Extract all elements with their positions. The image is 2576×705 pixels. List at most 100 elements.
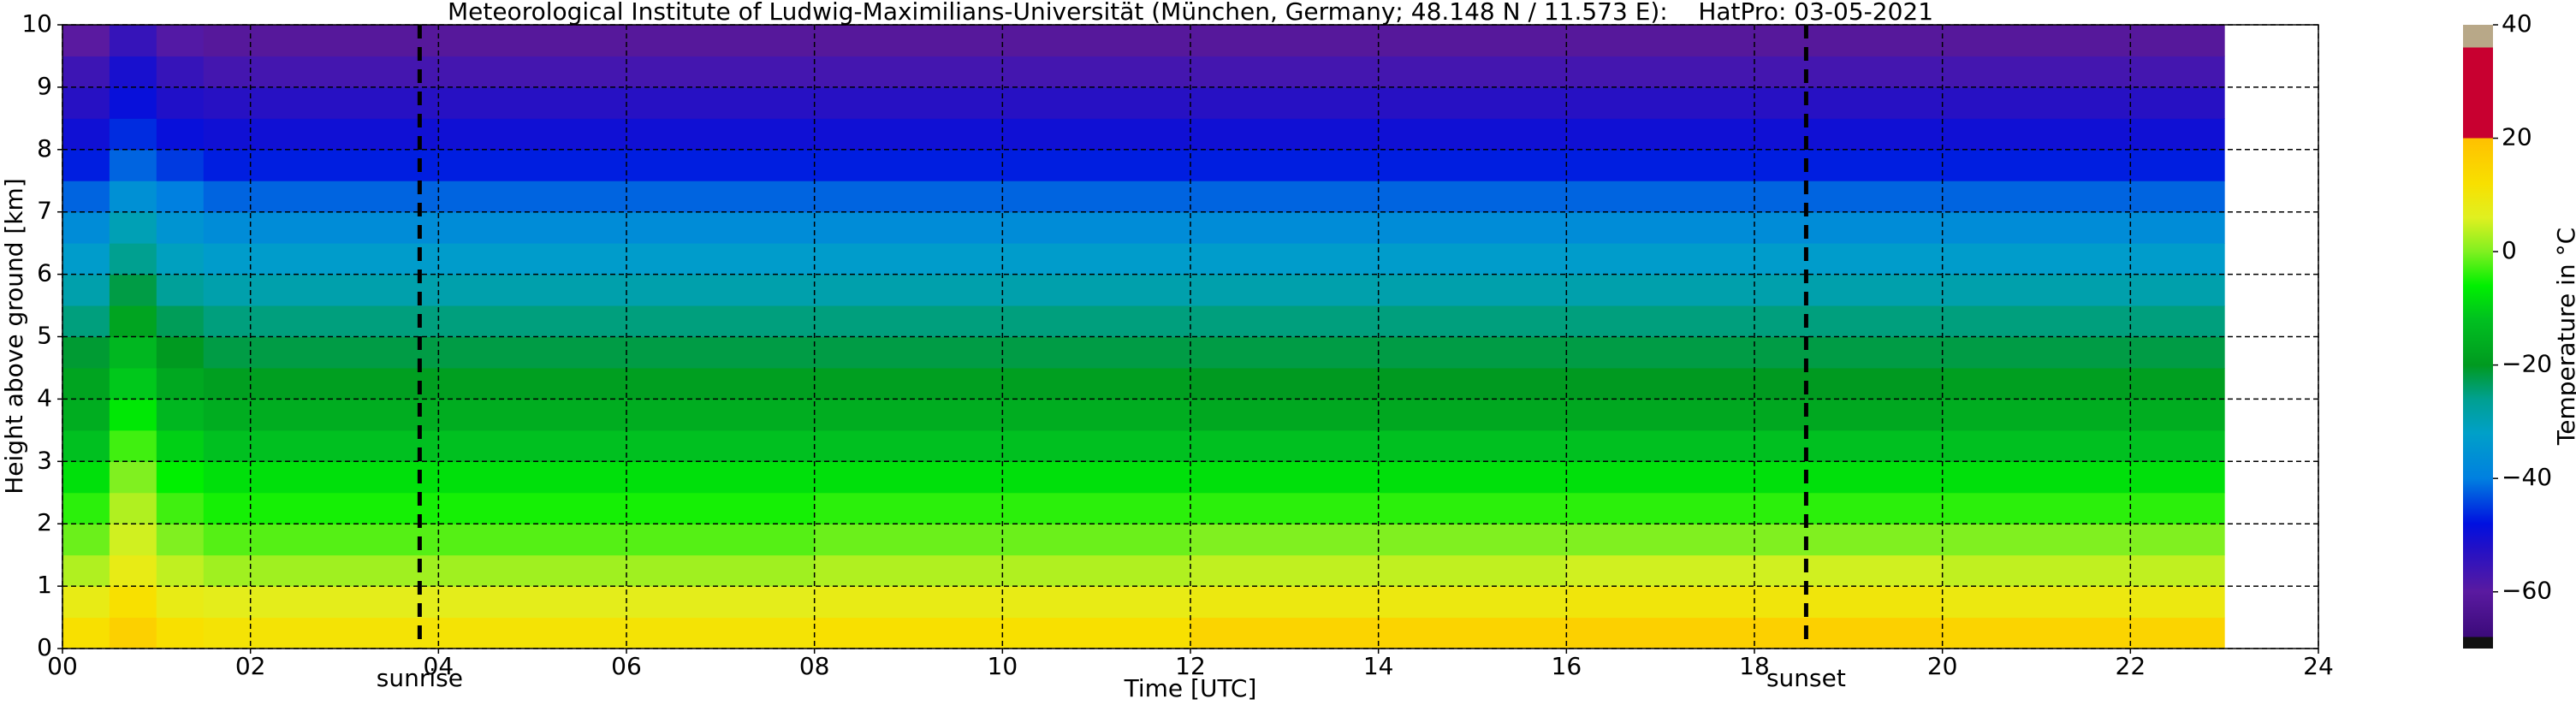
y-tick-label: 3 [37,446,52,474]
colorbar-label: Temperature in °C [2552,228,2576,446]
heatmap-cell [109,211,157,244]
heatmap-cell [109,56,157,88]
heatmap-cell [1942,86,2225,119]
heatmap-cell [156,149,205,181]
heatmap-cell [109,86,157,119]
heatmap-cell [109,399,157,431]
heatmap-cell [1942,25,2225,56]
colorbar-tick-label: 20 [2502,123,2532,151]
heatmap-cell [62,492,110,524]
heatmap-cell [156,56,205,88]
heatmap-cell [203,305,439,337]
heatmap-cell [62,56,110,88]
heatmap-cell [203,617,439,649]
heatmap-cell [62,274,110,306]
event-label: sunrise [377,664,463,692]
heatmap-cell [109,305,157,337]
heatmap-cell [62,149,110,181]
heatmap-cell [203,274,439,306]
heatmap-cell [1942,181,2225,213]
y-tick-label: 10 [21,9,52,38]
heatmap-cell [62,554,110,587]
x-tick-label: 12 [1175,652,1206,680]
y-tick-label: 0 [37,633,52,661]
heatmap-cell [1942,305,2225,337]
heatmap-cell [203,149,439,181]
x-tick-label: 00 [47,652,78,680]
colorbar-tick-label: 40 [2502,9,2532,38]
x-tick-label: 04 [424,652,454,680]
heatmap-cell [62,243,110,275]
y-axis-label: Height above ground [km] [0,178,28,495]
y-tick-label: 2 [37,508,52,536]
heatmap-cell [156,399,205,431]
heatmap-cell [109,430,157,462]
heatmap-cell [156,211,205,244]
heatmap-cell [203,430,439,462]
heatmap-cell [109,617,157,649]
heatmap-cell [156,492,205,524]
heatmap-cell [109,524,157,556]
heatmap-cell [109,274,157,306]
heatmap-cell [203,243,439,275]
x-tick-label: 18 [1739,652,1770,680]
heatmap-cell [62,430,110,462]
colorbar-tick-label: −60 [2502,577,2552,605]
heatmap-cell [156,336,205,369]
heatmap-cell [203,118,439,151]
x-tick-label: 22 [2116,652,2146,680]
heatmap-cell [156,118,205,151]
heatmap-cell [1942,554,2225,587]
y-tick-label: 5 [37,322,52,350]
heatmap-cell [203,492,439,524]
heatmap-cell [1942,367,2225,400]
x-tick-label: 08 [799,652,830,680]
heatmap-cell [203,461,439,494]
heatmap-cell [156,430,205,462]
plot-frame [62,24,2319,649]
colorbar [2463,25,2493,649]
heatmap-cell [203,524,439,556]
x-tick-label: 14 [1363,652,1394,680]
heatmap-cell [62,86,110,119]
heatmap-cell [203,367,439,400]
heatmap-cell [62,399,110,431]
y-tick-label: 6 [37,259,52,287]
heatmap-cell [109,181,157,213]
heatmap-cell [156,461,205,494]
heatmap-cell [1942,149,2225,181]
y-tick-label: 9 [37,72,52,100]
x-tick-label: 10 [988,652,1018,680]
chart-title: Meteorological Institute of Ludwig-Maxim… [448,0,1933,26]
heatmap-cell [62,181,110,213]
heatmap-cell [62,586,110,619]
heatmap-cell [1942,56,2225,88]
heatmap-cell [203,554,439,587]
heatmap-cell [109,492,157,524]
heatmap-cell [156,524,205,556]
heatmap-cell [1942,274,2225,306]
heatmap-cell [1942,336,2225,369]
heatmap-cell [62,617,110,649]
heatmap-cell [156,554,205,587]
heatmap-cell [203,586,439,619]
heatmap-cell [203,25,439,56]
heatmap-cell [1942,524,2225,556]
heatmap-cell [62,25,110,56]
x-tick-label: 20 [1927,652,1958,680]
heatmap-cell [109,336,157,369]
y-tick-label: 8 [37,134,52,163]
heatmap-cell [1942,617,2225,649]
heatmap-cell [62,305,110,337]
heatmap-cell [109,367,157,400]
heatmap-cell [156,617,205,649]
y-tick-label: 7 [37,197,52,225]
heatmap-cell [156,86,205,119]
heatmap-cell [109,25,157,56]
heatmap-cell [109,586,157,619]
heatmap-cell [156,305,205,337]
heatmap-cell [203,56,439,88]
heatmap-cell [203,181,439,213]
heatmap-cell [62,211,110,244]
heatmap-cell [156,243,205,275]
